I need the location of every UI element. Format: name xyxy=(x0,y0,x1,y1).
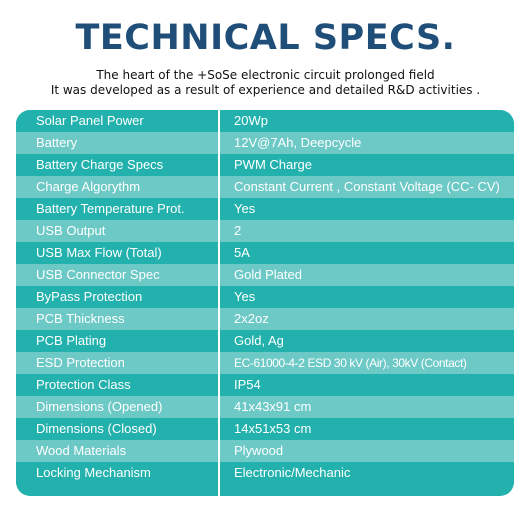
spec-label: PCB Thickness xyxy=(36,311,125,326)
spec-value: 14x51x53 cm xyxy=(234,421,312,436)
spec-label: Battery xyxy=(36,135,78,150)
spec-value: 2x2oz xyxy=(234,311,269,326)
spec-value: Electronic/Mechanic xyxy=(234,465,351,480)
spec-row-esd-protection: ESD Protection EC-61000-4-2 ESD 30 kV (A… xyxy=(16,352,514,374)
spec-label: Wood Materials xyxy=(36,443,127,458)
spec-label: Dimensions (Opened) xyxy=(36,399,163,414)
column-divider xyxy=(218,110,220,496)
spec-value: 41x43x91 cm xyxy=(234,399,312,414)
spec-label: Protection Class xyxy=(36,377,131,392)
spec-value: 2 xyxy=(234,223,242,238)
spec-value: 12V@7Ah, Deepcycle xyxy=(234,135,362,150)
spec-row-usb-output: USB Output 2 xyxy=(16,220,514,242)
subtitle-line-2: It was developed as a result of experien… xyxy=(50,83,481,97)
spec-label: Solar Panel Power xyxy=(36,113,144,128)
spec-row-usb-connector: USB Connector Spec Gold Plated xyxy=(16,264,514,286)
spec-row-pcb-thickness: PCB Thickness 2x2oz xyxy=(16,308,514,330)
spec-row-battery: Battery 12V@7Ah, Deepcycle xyxy=(16,132,514,154)
spec-label: ESD Protection xyxy=(36,355,125,370)
spec-value: Yes xyxy=(234,201,256,216)
spec-row-pcb-plating: PCB Plating Gold, Ag xyxy=(16,330,514,352)
spec-row-usb-max-flow: USB Max Flow (Total) 5A xyxy=(16,242,514,264)
spec-label: Charge Algorythm xyxy=(36,179,141,194)
spec-label: USB Max Flow (Total) xyxy=(36,245,162,260)
specs-table: Solar Panel Power 20Wp Battery 12V@7Ah, … xyxy=(16,110,514,496)
spec-row-wood-materials: Wood Materials Plywood xyxy=(16,440,514,462)
spec-label: Battery Charge Specs xyxy=(36,157,164,172)
spec-label: Dimensions (Closed) xyxy=(36,421,157,436)
spec-value: PWM Charge xyxy=(234,157,313,172)
spec-label: ByPass Protection xyxy=(36,289,143,304)
spec-value: EC-61000-4-2 ESD 30 kV (Air), 30kV (Cont… xyxy=(234,356,467,370)
spec-row-protection-class: Protection Class IP54 xyxy=(16,374,514,396)
spec-row-bypass-protection: ByPass Protection Yes xyxy=(16,286,514,308)
spec-label: USB Connector Spec xyxy=(36,267,160,282)
spec-value: Yes xyxy=(234,289,256,304)
spec-value: Gold, Ag xyxy=(234,333,284,348)
spec-value: IP54 xyxy=(234,377,261,392)
page-title: TECHNICAL SPECS. xyxy=(75,18,456,58)
spec-label: USB Output xyxy=(36,223,106,238)
spec-value: Gold Plated xyxy=(234,267,302,282)
subtitle-line-1: The heart of the +SoSe electronic circui… xyxy=(96,68,435,82)
spec-row-dimensions-opened: Dimensions (Opened) 41x43x91 cm xyxy=(16,396,514,418)
spec-value: 20Wp xyxy=(234,113,268,128)
spec-label: Battery Temperature Prot. xyxy=(36,201,185,216)
spec-row-locking-mechanism: Locking Mechanism Electronic/Mechanic xyxy=(16,462,514,484)
spec-value: Constant Current , Constant Voltage (CC-… xyxy=(234,179,500,194)
spec-label: Locking Mechanism xyxy=(36,465,151,480)
spec-row-dimensions-closed: Dimensions (Closed) 14x51x53 cm xyxy=(16,418,514,440)
spec-row-solar-panel-power: Solar Panel Power 20Wp xyxy=(16,110,514,132)
spec-value: 5A xyxy=(234,245,250,260)
spec-value: Plywood xyxy=(234,443,284,458)
spec-row-battery-temperature: Battery Temperature Prot. Yes xyxy=(16,198,514,220)
spec-row-battery-charge-specs: Battery Charge Specs PWM Charge xyxy=(16,154,514,176)
spec-label: PCB Plating xyxy=(36,333,107,348)
spec-row-charge-algorythm: Charge Algorythm Constant Current , Cons… xyxy=(16,176,514,198)
